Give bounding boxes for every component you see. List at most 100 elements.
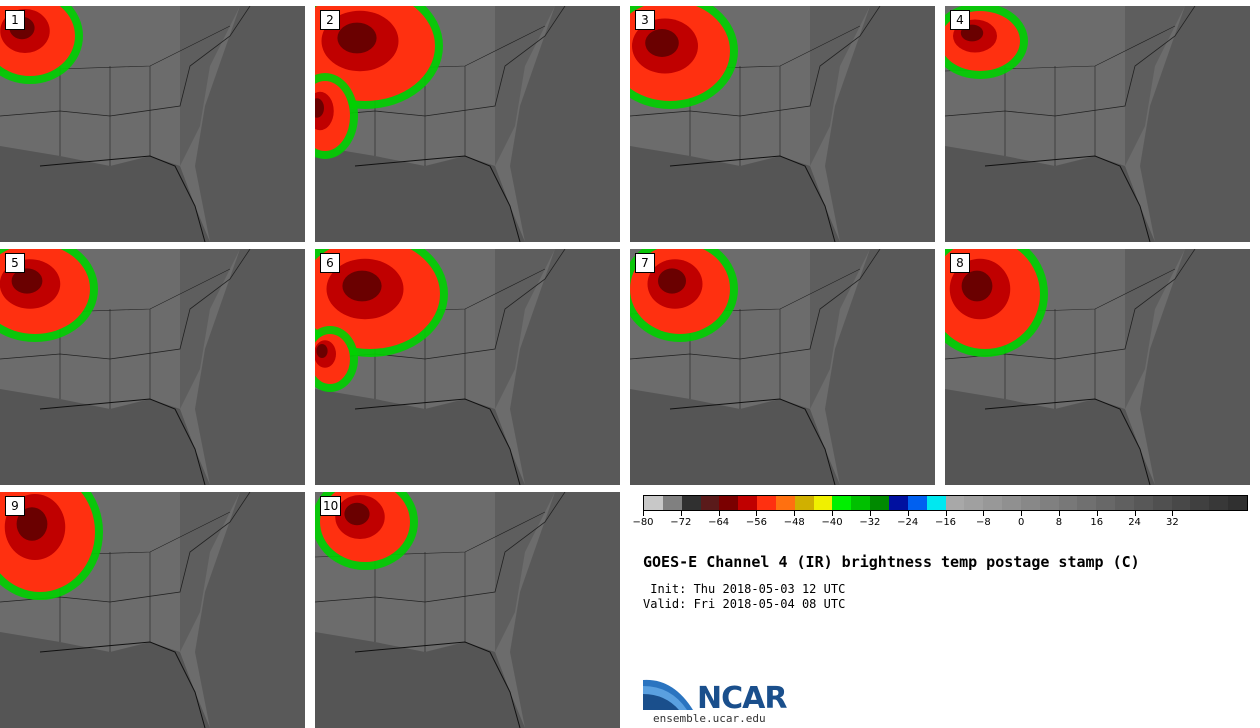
ir-satellite-map <box>0 6 305 242</box>
colorbar-segment <box>1209 496 1229 510</box>
colorbar-segment <box>662 496 682 510</box>
ir-satellite-map <box>0 249 305 485</box>
colorbar-tick-label: −16 <box>934 517 957 528</box>
colorbar-tick-label: −8 <box>975 517 991 528</box>
postage-stamp-7: 7 <box>630 249 935 485</box>
init-time: Init: Thu 2018-05-03 12 UTC <box>643 582 846 596</box>
ncar-logo-text: NCAR <box>697 681 787 716</box>
colorbar-segment <box>945 496 965 510</box>
ir-satellite-map <box>630 6 935 242</box>
colorbar-segment <box>1077 496 1097 510</box>
colorbar-segment <box>738 496 758 510</box>
colorbar-segment <box>1190 496 1210 510</box>
stamp-number: 2 <box>320 10 340 30</box>
colorbar-tick-label: 8 <box>1055 517 1063 528</box>
colorbar-segment <box>851 496 871 510</box>
colorbar-tick-label: −40 <box>821 517 843 528</box>
colorbar-segment <box>1096 496 1116 510</box>
colorbar-tick-label: 32 <box>1166 517 1179 528</box>
ir-satellite-map <box>945 6 1250 242</box>
stamp-number: 3 <box>635 10 655 30</box>
ir-satellite-map <box>945 249 1250 485</box>
colorbar-segment <box>757 496 776 510</box>
colorbar-segment <box>719 496 739 510</box>
colorbar-segment <box>983 496 1003 510</box>
stamp-number: 1 <box>5 10 25 30</box>
colorbar-tick <box>832 511 834 516</box>
colorbar-segment <box>794 496 814 510</box>
postage-stamp-8: 8 <box>945 249 1250 485</box>
stamp-number: 8 <box>950 253 970 273</box>
colorbar-tick-label: 0 <box>1017 517 1025 528</box>
colorbar-tick <box>680 511 682 516</box>
colorbar-tick <box>983 511 985 516</box>
colorbar-segment <box>832 496 852 510</box>
stamp-number: 6 <box>320 253 340 273</box>
ir-satellite-map <box>315 6 620 242</box>
stamp-number: 7 <box>635 253 655 273</box>
colorbar-ticks: −80 −72 −64 −56 −48 −40 −32 −24 −16 −8 0 8 16 24 32 <box>632 511 1248 531</box>
postage-stamp-3: 3 <box>630 6 935 242</box>
colorbar-tick <box>643 511 644 516</box>
colorbar-segment <box>1039 496 1059 510</box>
figure-title: GOES-E Channel 4 (IR) brightness temp po… <box>643 553 1140 571</box>
colorbar-segment <box>1228 496 1247 510</box>
colorbar-tick <box>756 511 758 516</box>
ir-satellite-map <box>0 492 305 728</box>
postage-stamp-2: 2 <box>315 6 620 242</box>
postage-stamp-1: 1 <box>0 6 305 242</box>
colorbar-segment <box>700 496 720 510</box>
colorbar-tick <box>794 511 796 516</box>
colorbar-segment <box>1133 496 1153 510</box>
postage-stamp-10: 10 <box>315 492 620 728</box>
stamp-number: 9 <box>5 496 25 516</box>
colorbar-segment <box>775 496 795 510</box>
valid-time: Valid: Fri 2018-05-04 08 UTC <box>643 597 846 611</box>
colorbar-segment <box>813 496 833 510</box>
postage-stamp-5: 5 <box>0 249 305 485</box>
colorbar-tick <box>1096 511 1098 516</box>
colorbar-segment <box>681 496 701 510</box>
colorbar-segment <box>1002 496 1021 510</box>
colorbar-segment <box>1152 496 1172 510</box>
colorbar-tick-label: 24 <box>1128 517 1141 528</box>
colorbar-tick-label: −24 <box>897 517 919 528</box>
colorbar-segment <box>1020 496 1040 510</box>
ir-satellite-map <box>630 249 935 485</box>
colorbar-tick <box>907 511 909 516</box>
colorbar-tick <box>718 511 720 516</box>
colorbar-tick <box>1134 511 1136 516</box>
logo-url: ensemble.ucar.edu <box>653 712 766 725</box>
colorbar-tick-label: 16 <box>1090 517 1104 528</box>
colorbar-segment <box>1058 496 1078 510</box>
postage-stamp-6: 6 <box>315 249 620 485</box>
colorbar-segment <box>870 496 889 510</box>
postage-stamp-4: 4 <box>945 6 1250 242</box>
ir-satellite-map <box>315 492 620 728</box>
colorbar-tick-label: −80 <box>632 517 654 528</box>
stamp-number: 5 <box>5 253 25 273</box>
ncar-logo-icon <box>643 679 693 710</box>
colorbar-segment <box>926 496 946 510</box>
stamp-number: 4 <box>950 10 970 30</box>
colorbar-segment <box>907 496 927 510</box>
colorbar-tick-label: −72 <box>670 517 692 528</box>
colorbar-segment <box>644 496 663 510</box>
colorbar-tick <box>945 511 947 516</box>
stamp-number: 10 <box>320 496 342 516</box>
colorbar-tick <box>1021 511 1023 516</box>
colorbar-segment <box>1171 496 1191 510</box>
colorbar-tick-label: −56 <box>745 517 767 528</box>
colorbar-tick-label: −64 <box>708 517 730 528</box>
colorbar-tick-label: −48 <box>783 517 805 528</box>
colorbar-segment <box>964 496 984 510</box>
colorbar-tick <box>1172 511 1174 516</box>
postage-stamp-9: 9 <box>0 492 305 728</box>
colorbar-tick <box>869 511 871 516</box>
colorbar-segment <box>1115 496 1134 510</box>
colorbar-tick <box>1058 511 1060 516</box>
ir-satellite-map <box>315 249 620 485</box>
colorbar <box>643 495 1248 511</box>
colorbar-segment <box>888 496 908 510</box>
colorbar-tick-label: −32 <box>859 517 881 528</box>
